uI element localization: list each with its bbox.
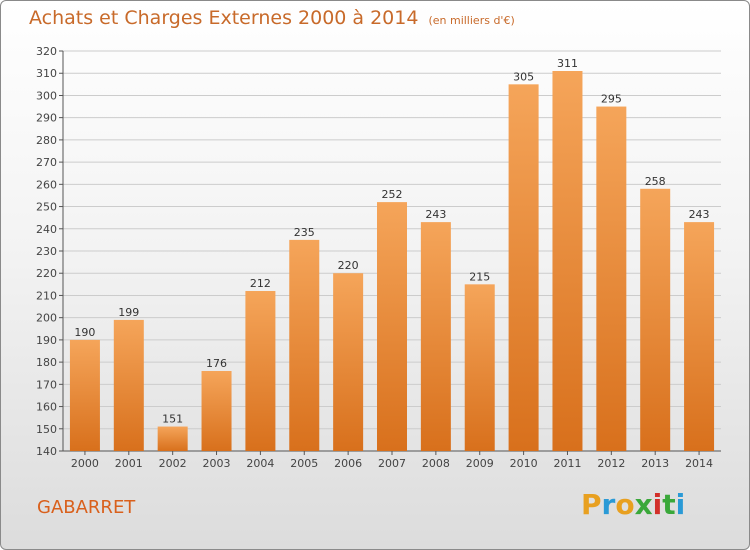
x-tick-label: 2012 [597, 457, 625, 470]
y-tick-label: 260 [36, 178, 57, 191]
x-tick-label: 2011 [553, 457, 581, 470]
bar-2002 [157, 426, 188, 451]
y-tick-label: 180 [36, 356, 57, 369]
value-label: 176 [206, 357, 227, 370]
y-tick-label: 320 [36, 45, 57, 58]
y-tick-label: 200 [36, 312, 57, 325]
y-tick-label: 220 [36, 267, 57, 280]
label-layer: 190 199 151 176 212 235 220 252 243 215 305 311 295 2… [74, 57, 709, 426]
logo-letter: x [634, 488, 653, 521]
logo-letter: i [675, 488, 686, 521]
logo-letter: r [601, 488, 616, 521]
value-label: 199 [118, 306, 139, 319]
logo-letter: t [662, 488, 676, 521]
value-label: 151 [162, 413, 183, 426]
y-tick-label: 310 [36, 67, 57, 80]
value-label: 243 [689, 208, 710, 221]
x-tick-label: 2001 [115, 457, 143, 470]
x-tick-label: 2006 [334, 457, 362, 470]
y-tick-label: 190 [36, 334, 57, 347]
x-tick-label: 2005 [290, 457, 318, 470]
bar-2006 [333, 273, 364, 451]
chart-title-text: Achats et Charges Externes 2000 à 2014 [29, 7, 419, 29]
x-tick-label: 2004 [246, 457, 274, 470]
value-label: 305 [513, 70, 534, 83]
bar-2010 [508, 84, 539, 451]
y-tick-label: 240 [36, 223, 57, 236]
y-tick-label: 280 [36, 134, 57, 147]
logo-letter: o [615, 488, 635, 521]
x-tick-label: 2000 [71, 457, 99, 470]
value-label: 258 [645, 175, 666, 188]
bar-2001 [113, 319, 144, 451]
bar-2005 [289, 239, 320, 451]
y-tick-label: 300 [36, 89, 57, 102]
value-label: 252 [382, 188, 403, 201]
value-label: 220 [338, 259, 359, 272]
value-label: 190 [74, 326, 95, 339]
x-tick-label: 2010 [510, 457, 538, 470]
y-tick-label: 150 [36, 423, 57, 436]
y-tick-label: 270 [36, 156, 57, 169]
value-label: 243 [425, 208, 446, 221]
x-tick-label: 2014 [685, 457, 713, 470]
bar-2013 [640, 188, 671, 451]
y-tick-label: 250 [36, 201, 57, 214]
y-tick-label: 170 [36, 378, 57, 391]
bar-2014 [684, 222, 715, 451]
value-label: 311 [557, 57, 578, 70]
y-tick-label: 140 [36, 445, 57, 458]
logo-letter: P [581, 488, 602, 521]
bar-2003 [201, 371, 232, 451]
value-label: 212 [250, 277, 271, 290]
x-tick-label: 2007 [378, 457, 406, 470]
logo-letter: i [652, 488, 663, 521]
bar-2011 [552, 71, 583, 451]
value-label: 235 [294, 226, 315, 239]
bar-2004 [245, 291, 276, 451]
y-tick-label: 290 [36, 112, 57, 125]
city-name: GABARRET [37, 497, 136, 518]
bar-layer [69, 71, 715, 452]
y-tick-label: 210 [36, 289, 57, 302]
chart-title: Achats et Charges Externes 2000 à 2014 (e… [29, 7, 515, 29]
y-tick-label: 230 [36, 245, 57, 258]
value-label: 295 [601, 93, 622, 106]
bar-2012 [596, 106, 627, 452]
bar-2000 [69, 339, 100, 451]
x-tick-label: 2008 [422, 457, 450, 470]
bar-2009 [464, 284, 495, 451]
x-tick-label: 2002 [159, 457, 187, 470]
chart-subtitle: (en milliers d'€) [428, 14, 515, 27]
x-tick-label: 2003 [203, 457, 231, 470]
value-label: 215 [469, 270, 490, 283]
x-tick-label: 2009 [466, 457, 494, 470]
y-tick-label: 160 [36, 401, 57, 414]
bar-2007 [377, 202, 407, 451]
x-tick-label: 2013 [641, 457, 669, 470]
bar-2008 [420, 222, 451, 451]
proxiti-logo: Proxiti [581, 488, 685, 521]
